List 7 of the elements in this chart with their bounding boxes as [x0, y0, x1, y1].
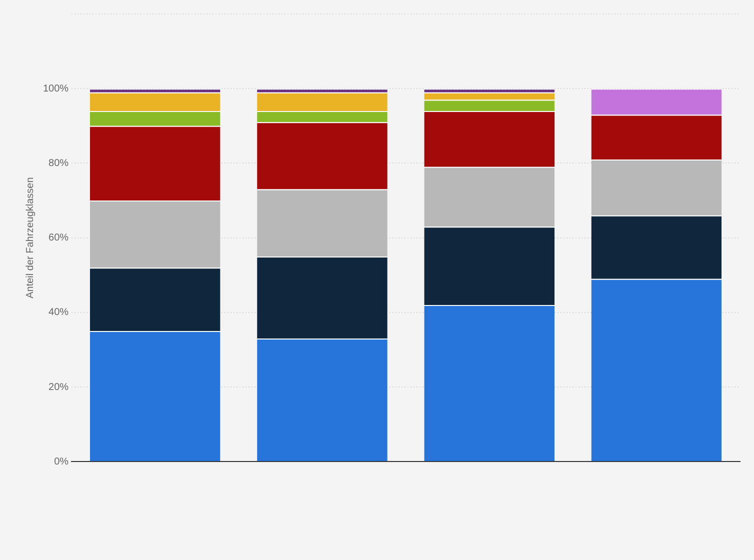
y-tick-label: 40%: [48, 307, 69, 318]
y-tick-label: 60%: [48, 232, 69, 244]
y-axis-title: Anteil der Fahrzeugklassen: [24, 177, 36, 298]
y-tick-label: 0%: [54, 456, 69, 468]
y-tick-label: 20%: [48, 382, 69, 393]
y-tick-label: 80%: [48, 158, 69, 169]
y-tick-label: 100%: [43, 83, 69, 94]
